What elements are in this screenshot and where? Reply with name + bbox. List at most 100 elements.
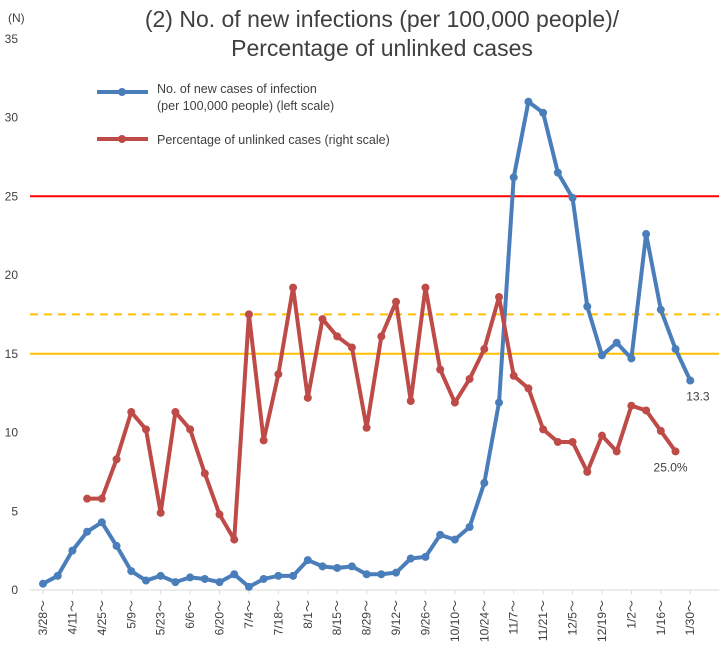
y-tick-label: 35 bbox=[5, 32, 19, 46]
data-point bbox=[568, 437, 577, 446]
data-point bbox=[436, 530, 445, 539]
data-point bbox=[318, 315, 327, 324]
x-tick-label: 6/6～ bbox=[183, 600, 197, 629]
data-point bbox=[480, 478, 489, 487]
data-point bbox=[39, 579, 47, 588]
data-point bbox=[524, 97, 533, 106]
data-point bbox=[583, 467, 592, 476]
data-point bbox=[406, 397, 415, 405]
data-point bbox=[186, 425, 195, 434]
chart-title-line2: Percentage of unlinked cases bbox=[231, 35, 533, 61]
legend: No. of new cases of infection (per 100,0… bbox=[97, 82, 390, 147]
data-point bbox=[274, 370, 283, 379]
x-tick-label: 6/20～ bbox=[213, 600, 227, 635]
x-tick-label: 4/11～ bbox=[65, 600, 79, 634]
data-point bbox=[450, 535, 459, 544]
data-point bbox=[127, 408, 136, 417]
data-point bbox=[450, 398, 459, 407]
data-point bbox=[553, 437, 562, 446]
data-point bbox=[495, 293, 504, 302]
data-point bbox=[406, 554, 415, 563]
x-tick-label: 4/25～ bbox=[95, 600, 109, 635]
legend-marker-new-cases bbox=[118, 88, 126, 96]
data-point bbox=[568, 193, 577, 202]
data-point bbox=[303, 393, 312, 402]
y-axis-unit: (N) bbox=[8, 11, 25, 25]
y-tick-label: 5 bbox=[11, 504, 18, 518]
data-point bbox=[156, 571, 165, 580]
x-tick-label: 3/28～ bbox=[36, 600, 50, 635]
data-point bbox=[289, 571, 298, 580]
data-point bbox=[671, 345, 680, 354]
y-tick-label: 25 bbox=[5, 189, 19, 203]
x-tick-label: 9/12～ bbox=[389, 600, 403, 635]
data-point bbox=[627, 354, 636, 363]
data-point bbox=[83, 527, 92, 536]
data-point bbox=[480, 345, 489, 354]
x-tick-label: 11/7～ bbox=[507, 600, 521, 634]
data-point bbox=[656, 426, 665, 435]
data-point bbox=[127, 567, 136, 576]
data-point bbox=[612, 447, 621, 456]
data-point bbox=[97, 518, 106, 527]
y-tick-label: 20 bbox=[5, 268, 19, 282]
series-new-cases bbox=[39, 97, 695, 591]
x-axis-ticks: 3/28～ 4/11～ 4/25～ 5/9～ 5/23～ 6/6～ 6/20～ 7/4～ 7/1… bbox=[36, 590, 697, 642]
data-point bbox=[539, 425, 548, 434]
data-point bbox=[597, 431, 606, 440]
data-point bbox=[421, 552, 430, 561]
data-label: 13.3 bbox=[686, 390, 710, 404]
data-point bbox=[274, 571, 283, 580]
data-point bbox=[215, 510, 224, 519]
data-point bbox=[362, 423, 371, 432]
y-tick-label: 10 bbox=[5, 426, 19, 440]
data-label: 25.0% bbox=[654, 460, 688, 474]
data-point bbox=[671, 447, 680, 456]
data-point bbox=[171, 578, 180, 587]
data-point bbox=[627, 401, 636, 410]
data-point bbox=[230, 570, 239, 579]
series-line bbox=[42, 99, 693, 589]
x-tick-label: 1/2～ bbox=[624, 600, 638, 629]
data-point bbox=[377, 570, 386, 579]
data-point bbox=[524, 384, 533, 393]
data-point bbox=[436, 365, 445, 374]
data-point bbox=[141, 576, 150, 585]
legend-label-new-cases-line2: (per 100,000 people) (left scale) bbox=[157, 99, 334, 113]
legend-label-unlinked: Percentage of unlinked cases (right scal… bbox=[157, 133, 390, 147]
y-tick-label: 0 bbox=[11, 583, 18, 597]
data-point bbox=[112, 541, 121, 550]
data-point bbox=[303, 556, 312, 565]
data-point bbox=[347, 562, 356, 571]
data-point bbox=[686, 376, 695, 385]
chart-title-line1: (2) No. of new infections (per 100,000 p… bbox=[145, 6, 620, 32]
x-tick-label: 5/23～ bbox=[154, 600, 168, 635]
data-point bbox=[362, 570, 371, 579]
data-point bbox=[583, 302, 592, 311]
data-point bbox=[553, 168, 562, 177]
data-point bbox=[171, 408, 180, 417]
data-point bbox=[539, 108, 548, 117]
x-tick-label: 7/18～ bbox=[271, 600, 285, 635]
y-axis-ticks: 0 5 10 15 20 25 30 35 bbox=[5, 32, 19, 597]
data-point bbox=[215, 578, 224, 587]
data-point bbox=[244, 582, 253, 591]
data-point bbox=[97, 494, 106, 503]
x-tick-label: 10/24～ bbox=[477, 600, 491, 642]
data-point bbox=[333, 332, 342, 341]
series-unlinked bbox=[83, 283, 680, 544]
legend-marker-unlinked bbox=[118, 135, 126, 143]
x-tick-label: 12/19～ bbox=[595, 600, 609, 642]
data-point bbox=[141, 425, 150, 434]
data-point bbox=[318, 562, 327, 571]
data-point bbox=[377, 332, 386, 341]
data-point bbox=[200, 469, 209, 478]
data-point bbox=[495, 398, 504, 407]
data-point bbox=[392, 568, 401, 577]
data-point bbox=[509, 173, 518, 182]
data-point bbox=[259, 436, 268, 445]
data-point bbox=[421, 283, 430, 292]
data-point bbox=[259, 574, 268, 583]
data-point bbox=[509, 371, 518, 380]
data-point bbox=[53, 571, 62, 580]
